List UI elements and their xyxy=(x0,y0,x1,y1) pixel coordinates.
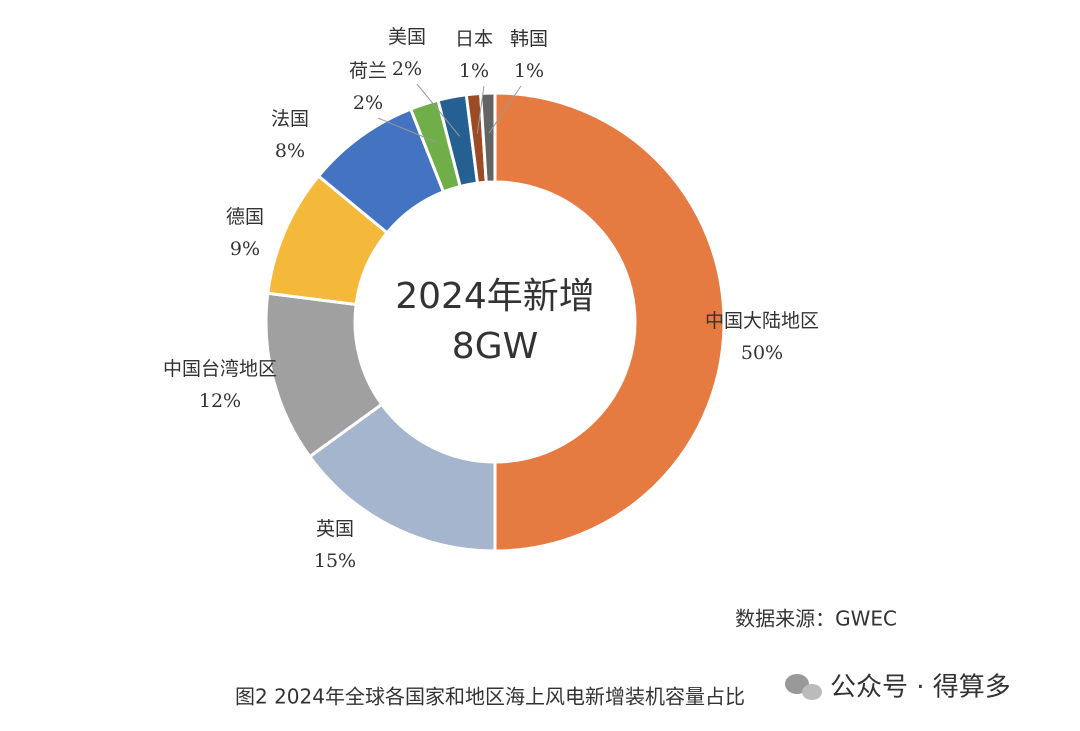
slice-value-label: 12% xyxy=(199,390,241,412)
slice-value-label: 50% xyxy=(741,342,783,364)
slice-label: 中国大陆地区 xyxy=(705,310,819,332)
slice xyxy=(493,91,726,553)
slice-value-label: 1% xyxy=(459,60,489,82)
slice-value-label: 1% xyxy=(514,60,544,82)
leader-line xyxy=(476,85,485,134)
leader-line xyxy=(416,83,460,137)
slice-value-label: 2% xyxy=(392,58,422,80)
slices xyxy=(264,91,726,553)
slice-label: 法国 xyxy=(271,108,309,130)
leader-line xyxy=(377,117,437,143)
caption: 图2 2024年全球各国家和地区海上风电新增装机容量占比 xyxy=(235,685,745,709)
leader-line xyxy=(488,85,522,134)
slice-label: 中国台湾地区 xyxy=(163,358,277,380)
watermark-icon xyxy=(785,674,822,700)
source: 数据来源：GWEC xyxy=(735,607,897,631)
slice-label: 美国 xyxy=(388,26,426,48)
center-title: 2024年新增 xyxy=(395,276,595,317)
slice-label: 日本 xyxy=(455,28,493,50)
slice-label: 韩国 xyxy=(510,28,548,50)
slice-value-label: 8% xyxy=(275,140,305,162)
slice-label: 荷兰 xyxy=(349,60,387,82)
slice-value-label: 9% xyxy=(230,238,260,260)
slice-label: 英国 xyxy=(316,518,354,540)
watermark: 公众号 · 得算多 xyxy=(830,673,1011,703)
slice-value-label: 2% xyxy=(353,92,383,114)
slice xyxy=(479,91,497,184)
slice-label: 德国 xyxy=(226,206,264,228)
center-value: 8GW xyxy=(452,326,538,367)
slice-value-label: 15% xyxy=(314,550,356,572)
